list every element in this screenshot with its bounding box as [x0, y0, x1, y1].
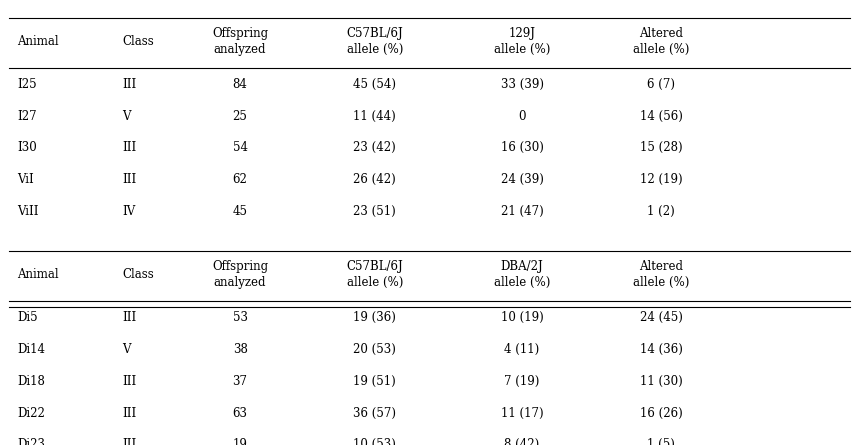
Text: Di22: Di22 [17, 407, 45, 420]
Text: 63: 63 [233, 407, 247, 420]
Text: 7 (19): 7 (19) [504, 375, 539, 388]
Text: 23 (51): 23 (51) [353, 205, 396, 218]
Text: 11 (44): 11 (44) [353, 109, 396, 122]
Text: 37: 37 [233, 375, 247, 388]
Text: V: V [122, 109, 131, 122]
Text: 4 (11): 4 (11) [504, 343, 539, 356]
Text: 1 (5): 1 (5) [647, 438, 675, 445]
Text: IV: IV [122, 205, 136, 218]
Text: 19: 19 [233, 438, 247, 445]
Text: 11 (17): 11 (17) [501, 407, 544, 420]
Text: 129J
allele (%): 129J allele (%) [494, 27, 551, 56]
Text: 21 (47): 21 (47) [501, 205, 544, 218]
Text: 11 (30): 11 (30) [640, 375, 682, 388]
Text: I30: I30 [17, 142, 37, 154]
Text: 16 (26): 16 (26) [640, 407, 682, 420]
Text: 62: 62 [233, 173, 247, 186]
Text: III: III [122, 438, 137, 445]
Text: III: III [122, 173, 137, 186]
Text: 26 (42): 26 (42) [353, 173, 396, 186]
Text: III: III [122, 78, 137, 91]
Text: 14 (56): 14 (56) [640, 109, 682, 122]
Text: 45 (54): 45 (54) [353, 78, 396, 91]
Text: Class: Class [122, 35, 154, 48]
Text: Animal: Animal [17, 268, 58, 281]
Text: Di14: Di14 [17, 343, 45, 356]
Text: III: III [122, 407, 137, 420]
Text: III: III [122, 375, 137, 388]
Text: Di18: Di18 [17, 375, 45, 388]
Text: 54: 54 [233, 142, 247, 154]
Text: Altered
allele (%): Altered allele (%) [633, 260, 689, 289]
Text: 38: 38 [233, 343, 247, 356]
Text: C57BL/6J
allele (%): C57BL/6J allele (%) [346, 27, 403, 56]
Text: 45: 45 [233, 205, 247, 218]
Text: 84: 84 [233, 78, 247, 91]
Text: 14 (36): 14 (36) [640, 343, 682, 356]
Text: 33 (39): 33 (39) [501, 78, 544, 91]
Text: Altered
allele (%): Altered allele (%) [633, 27, 689, 56]
Text: 1 (2): 1 (2) [647, 205, 675, 218]
Text: I25: I25 [17, 78, 37, 91]
Text: Di23: Di23 [17, 438, 45, 445]
Text: 15 (28): 15 (28) [640, 142, 682, 154]
Text: 25: 25 [233, 109, 247, 122]
Text: 10 (53): 10 (53) [353, 438, 396, 445]
Text: III: III [122, 311, 137, 324]
Text: 24 (45): 24 (45) [640, 311, 682, 324]
Text: I27: I27 [17, 109, 37, 122]
Text: 10 (19): 10 (19) [501, 311, 544, 324]
Text: 12 (19): 12 (19) [640, 173, 682, 186]
Text: ViI: ViI [17, 173, 34, 186]
Text: V: V [122, 343, 131, 356]
Text: III: III [122, 142, 137, 154]
Text: Class: Class [122, 268, 154, 281]
Text: Offspring
analyzed: Offspring analyzed [212, 260, 268, 289]
Text: 24 (39): 24 (39) [501, 173, 544, 186]
Text: 0: 0 [518, 109, 526, 122]
Text: ViII: ViII [17, 205, 39, 218]
Text: Di5: Di5 [17, 311, 38, 324]
Text: 23 (42): 23 (42) [353, 142, 396, 154]
Text: 19 (36): 19 (36) [353, 311, 396, 324]
Text: Animal: Animal [17, 35, 58, 48]
Text: C57BL/6J
allele (%): C57BL/6J allele (%) [346, 260, 403, 289]
Text: 19 (51): 19 (51) [353, 375, 396, 388]
Text: 8 (42): 8 (42) [504, 438, 539, 445]
Text: 20 (53): 20 (53) [353, 343, 396, 356]
Text: 6 (7): 6 (7) [647, 78, 675, 91]
Text: 36 (57): 36 (57) [353, 407, 396, 420]
Text: 53: 53 [233, 311, 247, 324]
Text: DBA/2J
allele (%): DBA/2J allele (%) [494, 260, 551, 289]
Text: 16 (30): 16 (30) [501, 142, 544, 154]
Text: Offspring
analyzed: Offspring analyzed [212, 27, 268, 56]
